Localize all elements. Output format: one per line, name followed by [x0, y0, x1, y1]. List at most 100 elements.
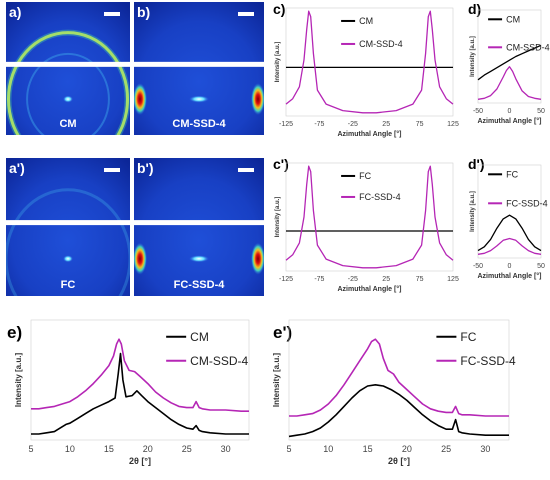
chart-radial-fc: d') -50 0 50 Azimuthal Angle [°] Intensity [a…	[468, 156, 548, 280]
x-tick-label: 125	[447, 121, 459, 128]
diffraction-ring	[6, 31, 130, 135]
panel-label: a')	[9, 160, 25, 176]
x-tick-label: 75	[416, 121, 424, 128]
legend-label-cm-ssd-4: CM-SSD-4	[190, 354, 248, 368]
legend-label-cm: CM	[506, 14, 520, 24]
legend-label-cm-ssd-4: CM-SSD-4	[506, 42, 550, 52]
panel-label: b')	[137, 160, 154, 176]
x-tick-label: -75	[314, 121, 324, 128]
equatorial-spot-right	[251, 242, 264, 275]
x-tick-label: 30	[480, 444, 490, 454]
chart-radial-cm: d) -50 0 50 Azimuthal Angle [°] Intensity [a.…	[468, 1, 550, 125]
saxs-image-cm-ssd4: b) CM-SSD-4	[134, 2, 264, 135]
plot-frame	[30, 319, 250, 441]
legend-label-cm: CM	[190, 330, 209, 344]
x-tick-label: 50	[537, 263, 545, 270]
series-line-fc-ssd-4	[285, 165, 454, 269]
x-axis-label: 2θ [°]	[388, 456, 410, 466]
detector-background	[134, 158, 264, 296]
panel-label: c')	[273, 156, 289, 172]
series-line-fc-ssd-4	[289, 338, 509, 417]
y-axis-label: Intensity [a.u.]	[14, 353, 23, 408]
x-tick-label: 15	[104, 444, 114, 454]
x-tick-label: 10	[65, 444, 75, 454]
legend-label-cm-ssd-4: CM-SSD-4	[359, 39, 403, 49]
y-axis-label: Intensity [a.u.]	[275, 197, 281, 238]
scale-bar	[238, 12, 254, 16]
x-tick-label: 0	[508, 108, 512, 115]
x-tick-label: 25	[382, 276, 390, 283]
equatorial-spot-left	[134, 83, 147, 116]
x-tick-label: -75	[314, 276, 324, 283]
y-axis-label: Intensity [a.u.]	[272, 353, 281, 408]
plot-frame	[285, 7, 454, 117]
legend-label-cm: CM	[359, 16, 373, 26]
plot-frame	[285, 162, 454, 272]
plot-frame	[288, 319, 510, 441]
y-axis-label: Intensity [a.u.]	[470, 36, 476, 77]
panel-label: c)	[273, 1, 285, 17]
x-tick-label: -50	[473, 263, 483, 270]
saxs-image-fc-ssd4: b') FC-SSD-4	[134, 158, 264, 296]
series-line-cm-ssd-4	[31, 338, 249, 412]
detector-background	[134, 2, 264, 135]
x-axis-label: Azimuthal Angle [°]	[478, 272, 542, 280]
image-separator	[134, 220, 264, 226]
x-tick-label: 10	[323, 444, 333, 454]
x-tick-label: 0	[508, 263, 512, 270]
x-tick-label: -50	[473, 108, 483, 115]
series-line-fc	[288, 384, 509, 438]
image-caption: CM	[59, 118, 76, 130]
image-caption: CM-SSD-4	[172, 118, 226, 130]
x-tick-label: 75	[416, 276, 424, 283]
plot-frame	[477, 9, 542, 104]
x-tick-label: 20	[402, 444, 412, 454]
panel-label: a)	[9, 4, 21, 20]
x-tick-label: 50	[537, 108, 545, 115]
x-tick-label: 15	[363, 444, 373, 454]
series-line-cm-ssd-4	[477, 66, 542, 100]
x-axis-label: Azimuthal Angle [°]	[338, 130, 402, 138]
x-tick-label: 30	[221, 444, 231, 454]
series-line-fc-ssd-4	[477, 237, 542, 255]
x-tick-label: 20	[143, 444, 153, 454]
legend-label-fc-ssd-4: FC-SSD-4	[506, 198, 548, 208]
plot-frame	[477, 164, 542, 259]
y-axis-label: Intensity [a.u.]	[275, 42, 281, 83]
y-axis-label: Intensity [a.u.]	[470, 191, 476, 232]
panel-label: b)	[137, 4, 150, 20]
diffraction-ring	[6, 188, 130, 296]
x-tick-label: -125	[279, 276, 293, 283]
series-line-cm	[477, 44, 542, 81]
x-tick-label: 25	[441, 444, 451, 454]
panel-label: e)	[7, 323, 22, 342]
legend-label-fc-ssd-4: FC-SSD-4	[460, 354, 516, 368]
x-tick-label: -125	[279, 121, 293, 128]
beam-stop	[63, 255, 73, 263]
x-tick-label: 125	[447, 276, 459, 283]
x-tick-label: -25	[348, 121, 358, 128]
x-tick-label: 5	[28, 444, 33, 454]
equatorial-spot-left	[134, 242, 147, 275]
charts: c) -125 -75 -25 25 75 125 Azimuthal Angle [°] In…	[7, 1, 550, 466]
detector-background	[6, 2, 130, 135]
x-tick-label: 5	[286, 444, 291, 454]
saxs-images: a) CM b) CM-SSD-4 a') FC b') FC-SSD-4	[6, 2, 264, 296]
chart-azimuthal-fc: c') -125 -75 -25 25 75 125 Azimuthal Angle [°] I…	[273, 156, 459, 293]
x-tick-label: 25	[382, 121, 390, 128]
image-separator	[134, 61, 264, 67]
beam-stop	[189, 95, 209, 103]
saxs-image-cm: a) CM	[6, 2, 130, 135]
equatorial-spot-right	[251, 83, 264, 116]
saxs-image-fc: a') FC	[6, 158, 130, 296]
image-separator	[6, 61, 130, 67]
x-axis-label: Azimuthal Angle [°]	[338, 285, 402, 293]
x-axis-label: 2θ [°]	[129, 456, 151, 466]
beam-stop	[63, 95, 73, 103]
chart-waxs-fc: e') 5 10 15 20 25 30 2θ [°] Intensity [a.u.] FC FC…	[272, 319, 516, 466]
legend-label-fc: FC	[460, 330, 476, 344]
x-tick-label: -25	[348, 276, 358, 283]
image-caption: FC-SSD-4	[174, 279, 226, 291]
series-line-cm-ssd-4	[285, 10, 454, 114]
